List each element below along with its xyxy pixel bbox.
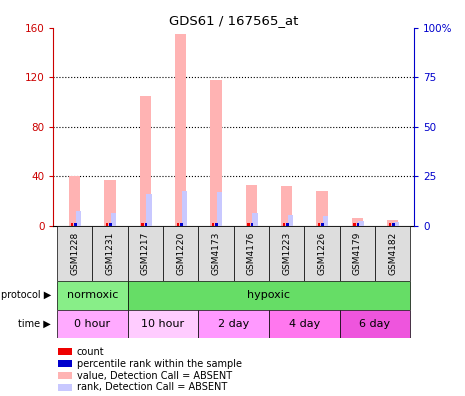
Bar bbox=[58, 372, 72, 379]
Bar bbox=[318, 223, 320, 226]
Bar bbox=[210, 80, 222, 226]
Text: GSM1226: GSM1226 bbox=[318, 232, 326, 275]
Bar bbox=[163, 226, 199, 281]
Bar bbox=[287, 215, 293, 226]
Bar bbox=[358, 221, 364, 226]
Bar bbox=[58, 384, 72, 390]
Text: 0 hour: 0 hour bbox=[74, 319, 110, 329]
Bar bbox=[375, 226, 410, 281]
Bar bbox=[339, 310, 410, 338]
Text: GSM1228: GSM1228 bbox=[70, 232, 79, 275]
Bar bbox=[71, 223, 73, 226]
Bar bbox=[353, 223, 356, 226]
Bar bbox=[393, 222, 399, 226]
Bar bbox=[283, 223, 285, 226]
Text: GSM1217: GSM1217 bbox=[141, 232, 150, 275]
Bar bbox=[57, 226, 93, 281]
Title: GDS61 / 167565_at: GDS61 / 167565_at bbox=[169, 13, 299, 27]
Bar bbox=[93, 226, 128, 281]
Bar bbox=[146, 194, 152, 226]
Text: GSM4173: GSM4173 bbox=[212, 232, 220, 275]
Text: count: count bbox=[77, 347, 104, 357]
Bar bbox=[75, 211, 81, 226]
Text: rank, Detection Call = ABSENT: rank, Detection Call = ABSENT bbox=[77, 383, 227, 392]
Bar bbox=[316, 191, 328, 226]
Bar bbox=[69, 176, 80, 226]
Bar bbox=[128, 281, 410, 310]
Bar bbox=[141, 223, 144, 226]
Bar bbox=[269, 310, 339, 338]
Bar bbox=[199, 310, 269, 338]
Text: GSM1231: GSM1231 bbox=[106, 232, 114, 275]
Bar bbox=[286, 223, 289, 226]
Bar bbox=[74, 223, 77, 226]
Bar bbox=[252, 213, 258, 226]
Bar bbox=[304, 226, 339, 281]
Bar bbox=[140, 96, 151, 226]
Bar bbox=[175, 34, 186, 226]
Bar bbox=[106, 223, 108, 226]
Bar bbox=[251, 223, 253, 226]
Text: 4 day: 4 day bbox=[289, 319, 320, 329]
Bar bbox=[58, 348, 72, 355]
Bar bbox=[104, 180, 116, 226]
Bar bbox=[181, 191, 187, 226]
Bar bbox=[281, 186, 292, 226]
Bar bbox=[58, 360, 72, 367]
Bar bbox=[57, 310, 128, 338]
Bar bbox=[217, 192, 222, 226]
Bar bbox=[339, 226, 375, 281]
Bar bbox=[357, 223, 359, 226]
Bar bbox=[111, 213, 116, 226]
Bar bbox=[392, 223, 395, 226]
Text: GSM1220: GSM1220 bbox=[176, 232, 185, 275]
Bar bbox=[109, 223, 112, 226]
Text: GSM4182: GSM4182 bbox=[388, 232, 397, 275]
Text: GSM1223: GSM1223 bbox=[282, 232, 291, 275]
Bar bbox=[128, 310, 199, 338]
Text: protocol ▶: protocol ▶ bbox=[1, 290, 51, 301]
Bar bbox=[177, 223, 179, 226]
Bar bbox=[246, 185, 257, 226]
Text: normoxic: normoxic bbox=[66, 290, 118, 301]
Text: GSM4176: GSM4176 bbox=[247, 232, 256, 275]
Text: 10 hour: 10 hour bbox=[141, 319, 185, 329]
Bar bbox=[215, 223, 218, 226]
Text: 2 day: 2 day bbox=[218, 319, 249, 329]
Bar bbox=[387, 219, 399, 226]
Bar bbox=[145, 223, 147, 226]
Bar bbox=[323, 216, 328, 226]
Bar bbox=[269, 226, 304, 281]
Text: percentile rank within the sample: percentile rank within the sample bbox=[77, 359, 242, 369]
Text: GSM4179: GSM4179 bbox=[353, 232, 362, 275]
Bar bbox=[57, 281, 128, 310]
Bar bbox=[180, 223, 183, 226]
Text: time ▶: time ▶ bbox=[19, 319, 51, 329]
Bar bbox=[128, 226, 163, 281]
Bar bbox=[199, 226, 234, 281]
Bar bbox=[212, 223, 214, 226]
Bar bbox=[352, 218, 363, 226]
Bar bbox=[321, 223, 324, 226]
Text: hypoxic: hypoxic bbox=[247, 290, 291, 301]
Bar bbox=[234, 226, 269, 281]
Bar bbox=[389, 223, 391, 226]
Text: 6 day: 6 day bbox=[359, 319, 391, 329]
Bar bbox=[247, 223, 250, 226]
Text: value, Detection Call = ABSENT: value, Detection Call = ABSENT bbox=[77, 371, 232, 381]
